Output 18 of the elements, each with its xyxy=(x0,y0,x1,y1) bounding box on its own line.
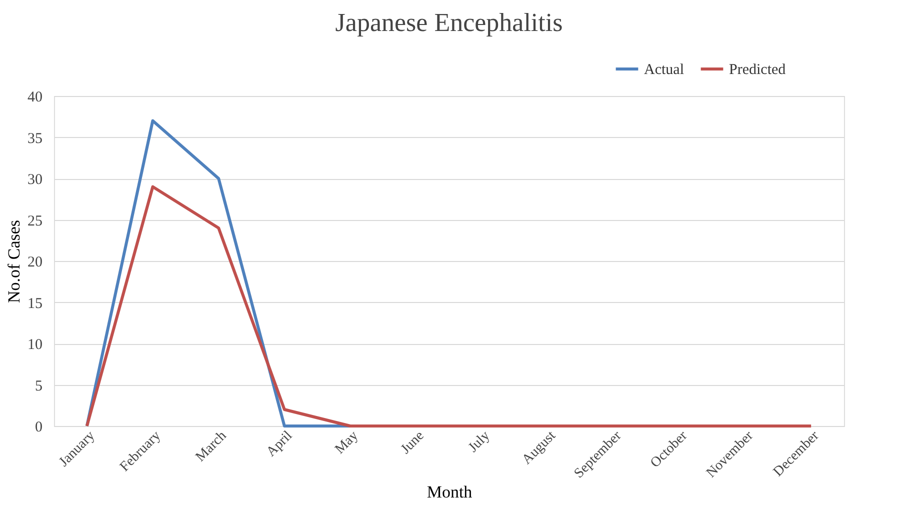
x-axis-title: Month xyxy=(426,482,473,502)
x-tick-label: July xyxy=(466,428,494,456)
legend-label: Actual xyxy=(644,62,684,78)
y-tick-label: 5 xyxy=(35,378,42,394)
y-tick-label: 35 xyxy=(28,130,42,147)
x-tick-label: May xyxy=(332,428,362,458)
y-tick-label: 30 xyxy=(28,172,42,188)
x-tick-label: June xyxy=(398,428,428,458)
legend-label: Predicted xyxy=(729,62,786,78)
y-tick-label: 10 xyxy=(28,337,42,353)
y-tick-label: 40 xyxy=(28,90,42,106)
y-tick-label: 20 xyxy=(28,254,42,270)
y-axis-title: No.of Cases xyxy=(4,220,24,304)
y-tick-label: 25 xyxy=(28,213,42,230)
line-series xyxy=(85,185,813,428)
chart-title: Japanese Encephalitis xyxy=(335,8,563,37)
y-tick-label: 0 xyxy=(35,420,42,436)
y-tick-label: 15 xyxy=(28,296,42,312)
